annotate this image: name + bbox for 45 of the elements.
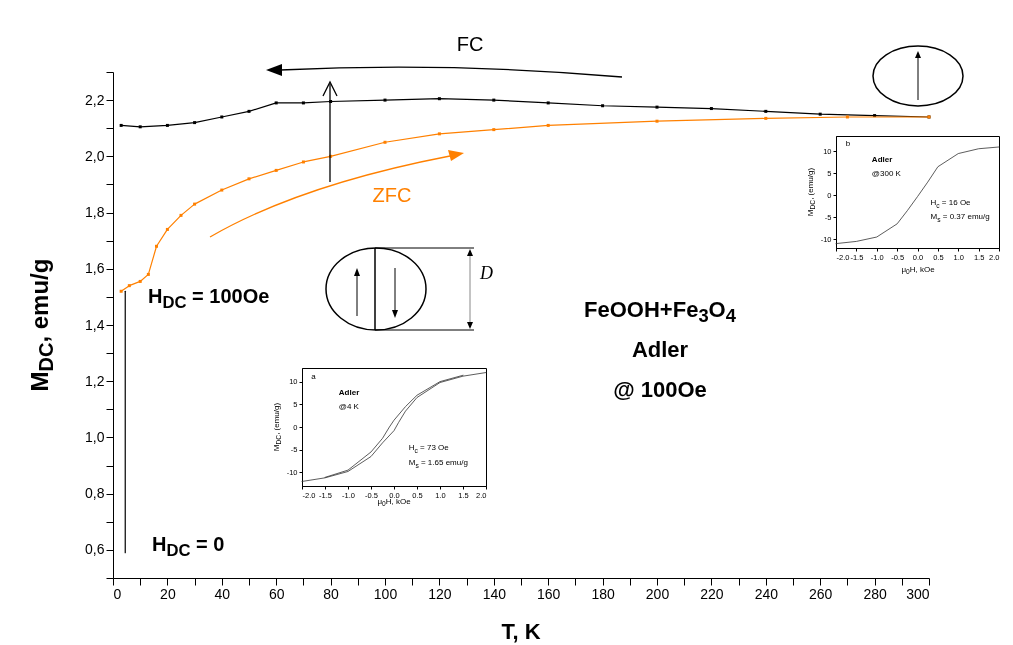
y-tick-label: 1,6 <box>85 260 105 277</box>
annotation: FeOOH+Fe$_{3}$O$_{4}$ <box>584 297 736 327</box>
annotation: D <box>480 263 493 283</box>
series-label: ZFC <box>372 184 412 206</box>
annotation: @ 100Oe <box>613 377 707 402</box>
x-axis-title: μ$_{0}$H, kOe <box>901 264 935 277</box>
x-tick-label: 180 <box>591 585 615 602</box>
x-tick-label: 100 <box>373 585 398 602</box>
y-tick-label: 2,2 <box>85 91 105 108</box>
x-tick-label: 40 <box>214 585 231 602</box>
annotation: Adler <box>631 337 689 362</box>
text: FC <box>456 33 484 55</box>
x-tick-label: 20 <box>160 585 176 602</box>
x-tick-label: 140 <box>482 585 507 602</box>
y-tick-label: 1,2 <box>85 372 105 389</box>
annotation: H$_{DC}$ = 100Oe <box>148 285 270 312</box>
y-tick-label: 1,8 <box>85 204 105 221</box>
annotation: M$_{s}$ = 1.65 emu/g <box>408 457 468 470</box>
y-tick-label: 2,0 <box>85 147 105 164</box>
x-tick-label: 80 <box>323 585 340 602</box>
annotation: H$_{c}$ = 73 Oe <box>408 442 449 454</box>
annotation: H$_{c}$ = 16 Oe <box>930 197 971 209</box>
annotation: M$_{s}$ = 0.37 emu/g <box>930 212 990 224</box>
x-tick-label: 260 <box>809 585 833 602</box>
x-tick-label: 240 <box>754 585 779 602</box>
x-tick-label: 160 <box>537 585 561 602</box>
annotation: @4 K <box>338 402 359 412</box>
y-tick-label: 1,4 <box>85 316 105 333</box>
annotation: @300 K <box>871 168 901 178</box>
x-tick-label: 120 <box>428 585 452 602</box>
annotation: H$_{DC}$ = 0 <box>152 533 225 560</box>
annotation: a <box>311 371 316 381</box>
x-tick-label: 0 <box>113 585 122 602</box>
annotation: Adler <box>871 155 893 165</box>
x-tick-label: 280 <box>863 585 887 602</box>
y-tick-label: 0,8 <box>85 485 105 502</box>
annotation: b <box>845 139 851 149</box>
x-tick-label: 200 <box>645 585 670 602</box>
y-tick-label: 0,6 <box>85 541 105 558</box>
x-tick-label: 300 <box>906 585 930 602</box>
x-tick-label: 220 <box>700 585 724 602</box>
annotation: Adler <box>338 388 360 398</box>
x-axis-title: T, K <box>501 619 541 644</box>
x-tick-label: 60 <box>268 585 285 602</box>
y-tick-label: 1,0 <box>85 428 105 445</box>
